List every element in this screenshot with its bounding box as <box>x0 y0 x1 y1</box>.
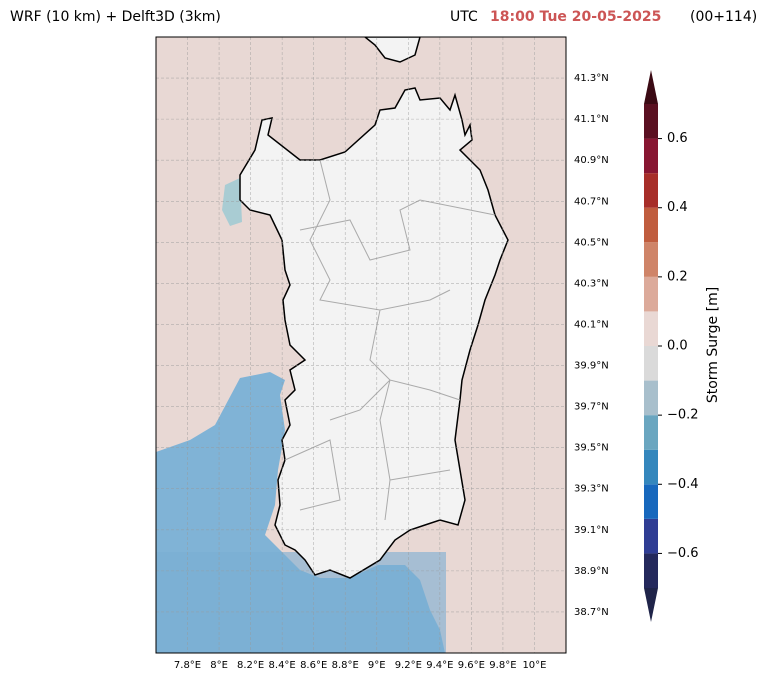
x-tick-label: 9.2°E <box>395 660 422 671</box>
y-tick-label: 40.5°N <box>574 237 609 248</box>
colorbar-tick-label: −0.4 <box>667 477 699 492</box>
x-tick-label: 8.2°E <box>237 660 264 671</box>
colorbar-bin <box>644 207 658 243</box>
x-tick-label: 8.6°E <box>300 660 327 671</box>
x-tick-label: 9.8°E <box>489 660 516 671</box>
x-tick-label: 9.6°E <box>458 660 485 671</box>
colorbar-bin <box>644 484 658 519</box>
y-tick-label: 39.5°N <box>574 443 609 454</box>
map-frame <box>155 36 567 654</box>
colorbar-tick-label: 0.0 <box>667 339 688 354</box>
surge-area <box>156 552 446 653</box>
colorbar-bin <box>644 311 658 346</box>
colorbar-label: Storm Surge [m] <box>705 287 721 403</box>
y-tick-label: 40.7°N <box>574 196 609 207</box>
colorbar-bin <box>644 518 658 554</box>
colorbar-bin <box>644 415 658 450</box>
y-tick-label: 39.1°N <box>574 525 609 536</box>
colorbar-bin <box>644 346 658 381</box>
colorbar-tick-label: 0.2 <box>667 269 688 284</box>
x-tick-label: 7.8°E <box>174 660 201 671</box>
colorbar-tick-label: −0.6 <box>667 546 699 561</box>
colorbar-tick-label: 0.6 <box>667 131 688 146</box>
colorbar-under <box>644 588 658 622</box>
colorbar-bin <box>644 449 658 485</box>
header-utc: UTC <box>450 9 478 25</box>
y-tick-label: 40.1°N <box>574 319 609 330</box>
y-tick-label: 41.3°N <box>574 73 609 84</box>
y-tick-label: 39.9°N <box>574 361 609 372</box>
header-time: 18:00 Tue 20-05-2025 <box>490 9 661 25</box>
y-tick-label: 39.3°N <box>574 484 609 495</box>
y-tick-label: 39.7°N <box>574 402 609 413</box>
header-lead: (00+114) <box>690 9 757 25</box>
map <box>156 37 566 653</box>
colorbar-bin <box>644 138 658 174</box>
x-tick-label: 8°E <box>210 660 228 671</box>
colorbar-bin <box>644 380 658 416</box>
x-tick-label: 9.4°E <box>426 660 453 671</box>
colorbar-bin <box>644 173 658 208</box>
colorbar-bin <box>644 104 658 139</box>
x-tick-label: 10°E <box>522 660 546 671</box>
y-tick-label: 38.9°N <box>574 566 609 577</box>
colorbar-bin <box>644 276 658 312</box>
colorbar-bin <box>644 553 658 588</box>
corsica <box>363 37 421 63</box>
y-tick-label: 40.9°N <box>574 155 609 166</box>
surge-area <box>222 178 242 226</box>
colorbar-over <box>644 70 658 104</box>
x-tick-label: 8.4°E <box>269 660 296 671</box>
region-borders <box>284 159 496 521</box>
x-tick-label: 8.8°E <box>332 660 359 671</box>
y-tick-label: 41.1°N <box>574 114 609 125</box>
header-left: WRF (10 km) + Delft3D (3km) <box>10 9 221 25</box>
colorbar-tick-label: −0.2 <box>667 408 699 423</box>
y-tick-label: 38.7°N <box>574 607 609 618</box>
colorbar-bin <box>644 242 658 277</box>
x-tick-label: 9°E <box>368 660 386 671</box>
y-tick-label: 40.3°N <box>574 278 609 289</box>
colorbar-tick-label: 0.4 <box>667 200 688 215</box>
